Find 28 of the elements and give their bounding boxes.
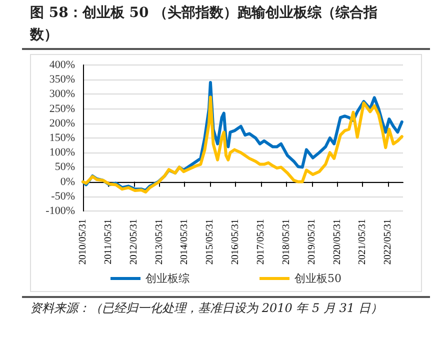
y-tick-label: 200% — [49, 117, 75, 130]
y-tick-label: -100% — [46, 205, 75, 217]
legend-label: 创业板50 — [294, 272, 342, 285]
text: 资料来源：（已经归一化处理，基准日设为 2010 年 5 月 31 日） — [30, 300, 384, 317]
x-tick-label: 2016/05/31 — [230, 219, 242, 265]
y-tick-label: 100% — [49, 146, 75, 159]
x-tick-label: 2011/05/31 — [102, 219, 114, 264]
x-tick-label: 2015/05/31 — [204, 219, 216, 265]
y-tick-label: 350% — [49, 74, 75, 86]
x-tick-label: 2010/05/31 — [78, 219, 88, 265]
y-tick-label: 300% — [49, 88, 75, 100]
x-tick-label: 2014/05/31 — [179, 219, 190, 265]
x-tick-label: 2013/05/31 — [154, 219, 165, 265]
y-tick-label: -50% — [51, 190, 75, 202]
x-tick-label: 2012/05/31 — [128, 219, 140, 265]
y-tick-label: 50% — [54, 161, 75, 174]
x-tick-label: 2022/05/31 — [382, 219, 394, 265]
x-tick-label: 2017/05/31 — [255, 219, 266, 265]
y-tick-label: 400% — [49, 59, 75, 71]
x-tick-label: 2018/05/31 — [280, 219, 292, 265]
y-tick-label: 250% — [49, 102, 75, 115]
x-tick-label: 2021/05/31 — [357, 219, 368, 265]
y-tick-label: 0% — [60, 176, 75, 188]
y-tick-label: 150% — [49, 132, 75, 144]
x-tick-label: 2020/05/31 — [332, 219, 343, 265]
chart-title: 图 58：创业板 50 （头部指数）跑输创业板综（综合指数） — [30, 4, 379, 45]
legend-label: 创业板综 — [146, 272, 190, 285]
x-tick-label: 2019/05/31 — [306, 219, 318, 265]
